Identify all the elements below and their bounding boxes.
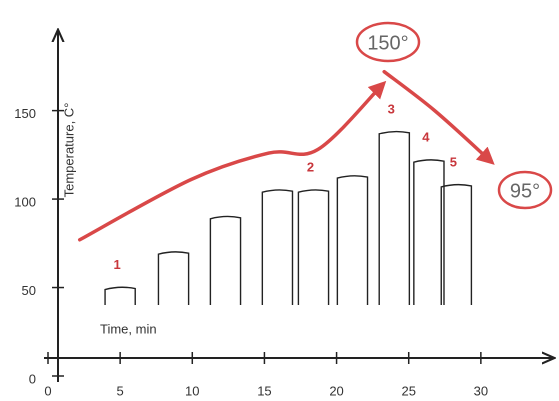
annotation-circle	[355, 21, 421, 63]
x-tick-label: 15	[257, 383, 271, 398]
annotation: 150°	[367, 32, 408, 54]
bar	[104, 286, 136, 305]
y-axis-label: Temperature, C°	[61, 103, 76, 198]
bar	[336, 175, 369, 305]
bar-label: 5	[450, 154, 457, 169]
y-tick-label: 50	[22, 283, 36, 298]
y-tick-label: 0	[29, 371, 36, 386]
curve	[382, 69, 495, 165]
y-tick-label: 100	[14, 195, 36, 210]
y-tick-label: 150	[14, 106, 36, 121]
bar-label: 2	[307, 160, 314, 175]
curve	[77, 80, 387, 242]
x-tick-label: 25	[401, 383, 415, 398]
x-tick-label: 30	[474, 383, 488, 398]
bar	[209, 215, 242, 305]
bar-label: 1	[114, 257, 121, 272]
x-tick-label: 20	[329, 383, 343, 398]
bar	[157, 251, 190, 305]
x-tick-label: 5	[117, 383, 124, 398]
bar	[413, 159, 445, 305]
bar	[297, 189, 330, 305]
x-tick-label: 10	[185, 383, 199, 398]
annotation: 95°	[510, 180, 540, 202]
annotation-circle	[497, 170, 553, 210]
bar	[261, 189, 294, 305]
x-tick-label: 0	[44, 383, 51, 398]
bar	[440, 183, 473, 305]
bar-label: 4	[422, 130, 430, 145]
bar	[378, 130, 411, 305]
bar-label: 3	[388, 101, 395, 116]
x-axis-label: Time, min	[100, 321, 157, 336]
